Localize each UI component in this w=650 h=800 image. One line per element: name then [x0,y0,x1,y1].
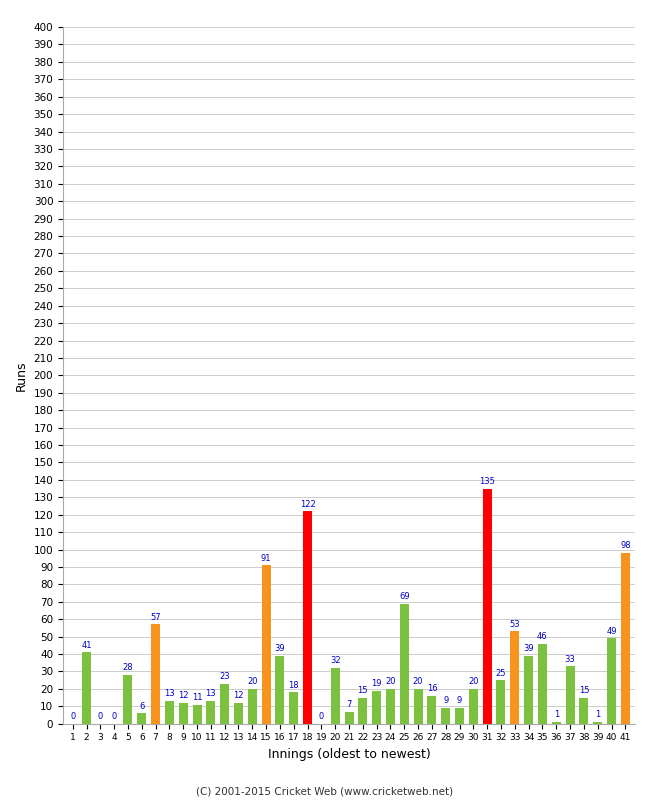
Bar [524,656,533,724]
Text: 20: 20 [385,678,396,686]
Text: 20: 20 [468,678,478,686]
Bar [137,714,146,724]
Text: 33: 33 [565,654,575,664]
Bar [165,701,174,724]
Bar [455,708,464,724]
Text: 12: 12 [178,691,188,700]
Text: 135: 135 [479,477,495,486]
Text: 20: 20 [247,678,257,686]
Text: 16: 16 [426,684,437,694]
Bar [206,701,215,724]
Bar [538,643,547,724]
Bar [248,689,257,724]
Text: 0: 0 [70,712,75,721]
Bar [621,553,630,724]
Bar [386,689,395,724]
Bar [262,566,270,724]
Bar [566,666,575,724]
Bar [400,603,409,724]
Y-axis label: Runs: Runs [15,360,28,390]
Text: 13: 13 [164,690,175,698]
Text: 46: 46 [537,632,548,641]
Bar [82,652,91,724]
Text: 15: 15 [358,686,368,695]
Bar [483,489,491,724]
Text: 91: 91 [261,554,271,562]
Bar [497,680,506,724]
Text: 23: 23 [219,672,230,681]
Text: 49: 49 [606,626,617,636]
Bar [151,625,160,724]
Text: 20: 20 [413,678,423,686]
Text: 57: 57 [150,613,161,622]
Bar [607,638,616,724]
Text: 0: 0 [112,712,117,721]
Text: 18: 18 [289,681,299,690]
Text: 1: 1 [595,710,601,719]
Text: 12: 12 [233,691,244,700]
Bar [428,696,436,724]
Bar [220,684,229,724]
Text: 69: 69 [399,592,410,601]
Text: 25: 25 [496,669,506,678]
Bar [510,631,519,724]
Bar [344,711,354,724]
Text: 28: 28 [123,663,133,672]
Text: 1: 1 [554,710,559,719]
Bar [234,703,243,724]
Bar [413,689,423,724]
Text: 39: 39 [523,644,534,653]
Text: 6: 6 [139,702,144,710]
Text: 39: 39 [274,644,285,653]
Text: 9: 9 [457,697,462,706]
Text: 15: 15 [578,686,589,695]
Text: (C) 2001-2015 Cricket Web (www.cricketweb.net): (C) 2001-2015 Cricket Web (www.cricketwe… [196,786,454,796]
Text: 53: 53 [510,620,520,629]
Bar [593,722,602,724]
X-axis label: Innings (oldest to newest): Innings (oldest to newest) [268,748,430,761]
Text: 9: 9 [443,697,448,706]
Text: 7: 7 [346,700,352,709]
Text: 32: 32 [330,656,341,666]
Bar [179,703,188,724]
Bar [124,675,133,724]
Bar [552,722,561,724]
Bar [331,668,340,724]
Text: 19: 19 [371,679,382,688]
Bar [579,698,588,724]
Text: 11: 11 [192,693,202,702]
Text: 41: 41 [81,641,92,650]
Text: 0: 0 [98,712,103,721]
Bar [469,689,478,724]
Bar [372,690,381,724]
Text: 98: 98 [620,542,630,550]
Bar [303,511,312,724]
Bar [276,656,285,724]
Bar [441,708,450,724]
Text: 13: 13 [205,690,216,698]
Text: 122: 122 [300,500,315,509]
Text: 0: 0 [318,712,324,721]
Bar [358,698,367,724]
Bar [192,705,202,724]
Bar [289,692,298,724]
